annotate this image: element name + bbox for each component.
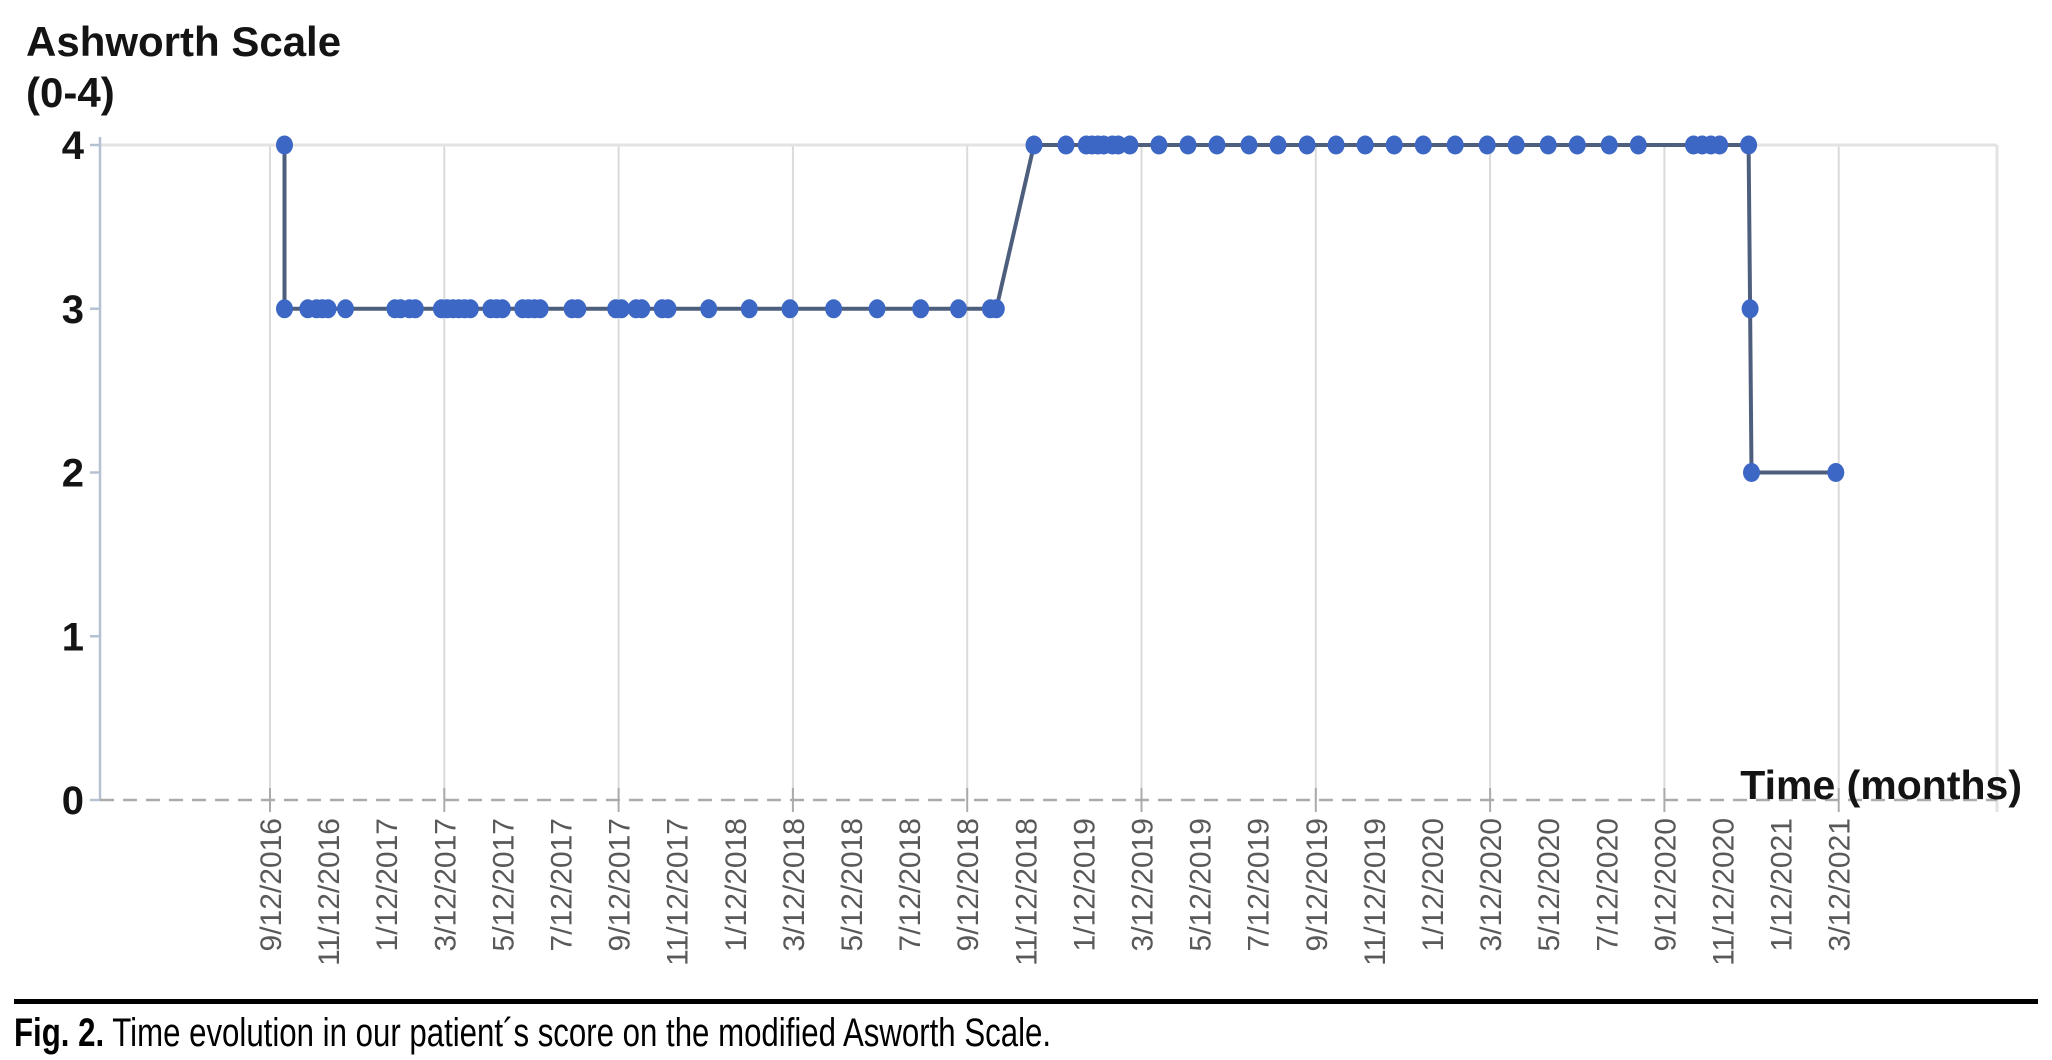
data-point (950, 299, 967, 319)
x-tick-label: 3/12/2017 (429, 818, 462, 951)
x-tick-label: 9/12/2019 (1301, 818, 1334, 951)
data-point (319, 299, 337, 319)
data-point (659, 299, 677, 319)
data-point (461, 299, 479, 319)
x-tick-label: 7/12/2019 (1243, 818, 1276, 951)
x-tick-label: 3/12/2021 (1824, 818, 1857, 951)
x-tick-label: 5/12/2018 (836, 818, 869, 951)
data-point (825, 299, 843, 319)
figure-caption-label: Fig. 2. (14, 1011, 105, 1055)
x-tick-label: 3/12/2020 (1475, 818, 1508, 951)
y-tick-label: 4 (62, 124, 85, 168)
data-point (1327, 135, 1345, 155)
data-point (1539, 135, 1557, 155)
data-point (1121, 135, 1139, 155)
data-point (1740, 135, 1758, 155)
chart-title-line2: (0-4) (26, 69, 115, 117)
chart-y-axis-title: Ashworth Scale (0-4) (26, 16, 341, 118)
data-point (987, 299, 1005, 319)
data-point (740, 299, 758, 319)
y-tick-label: 0 (62, 779, 84, 823)
data-point (569, 299, 587, 319)
data-point (1150, 135, 1168, 155)
x-tick-label: 5/12/2020 (1533, 818, 1566, 951)
data-point (276, 299, 293, 319)
x-tick-label: 5/12/2019 (1185, 818, 1218, 951)
x-tick-label: 5/12/2017 (487, 818, 520, 951)
x-tick-label: 9/12/2016 (255, 818, 288, 951)
data-point (613, 299, 630, 319)
x-tick-label: 7/12/2018 (894, 818, 927, 951)
x-tick-label: 11/12/2019 (1359, 818, 1392, 966)
data-point (1711, 135, 1729, 155)
data-point (1568, 135, 1586, 155)
data-point (1208, 135, 1226, 155)
x-tick-label: 9/12/2017 (604, 818, 637, 951)
data-point (337, 299, 354, 319)
y-tick-label: 3 (62, 288, 84, 332)
data-point (1385, 135, 1403, 155)
y-tick-label: 2 (62, 452, 84, 496)
x-tick-label: 11/12/2020 (1708, 818, 1741, 966)
x-tick-label: 1/12/2017 (371, 818, 404, 951)
data-point (493, 299, 511, 319)
data-point (1629, 135, 1647, 155)
figure-caption: Fig. 2. Time evolution in our patient´s … (14, 1011, 1051, 1056)
data-point (912, 299, 930, 319)
data-point (1478, 135, 1496, 155)
x-tick-label: 11/12/2018 (1010, 818, 1043, 966)
data-point (700, 299, 718, 319)
data-point (868, 299, 886, 319)
data-point (1025, 135, 1043, 155)
x-tick-label: 11/12/2016 (313, 818, 346, 966)
x-tick-label: 7/12/2020 (1591, 818, 1624, 951)
data-point (1298, 135, 1316, 155)
figure-caption-text: Time evolution in our patient´s score on… (104, 1011, 1052, 1055)
data-point (1600, 135, 1618, 155)
caption-divider-rule (14, 999, 2038, 1004)
data-point (1057, 135, 1075, 155)
x-tick-label: 1/12/2019 (1068, 818, 1101, 951)
x-tick-label: 3/12/2018 (778, 818, 811, 951)
x-tick-label: 7/12/2017 (546, 818, 579, 951)
data-point (1414, 135, 1432, 155)
data-point (406, 299, 424, 319)
x-tick-label: 1/12/2020 (1417, 818, 1450, 951)
data-point (531, 299, 549, 319)
data-point (781, 299, 799, 319)
data-point (1507, 135, 1525, 155)
x-tick-label: 1/12/2018 (720, 818, 753, 951)
x-tick-label: 9/12/2018 (952, 818, 985, 951)
x-tick-label: 11/12/2017 (662, 818, 695, 966)
data-point (1356, 135, 1374, 155)
data-point (1179, 135, 1197, 155)
x-tick-label: 1/12/2021 (1766, 818, 1799, 951)
x-tick-label: 3/12/2019 (1127, 818, 1160, 951)
data-point (1827, 463, 1845, 482)
x-axis-title: Time (months) (1740, 762, 2022, 808)
data-point (276, 135, 293, 155)
data-point (1240, 135, 1258, 155)
data-point (633, 299, 651, 319)
data-point (1446, 135, 1464, 155)
y-tick-label: 1 (62, 615, 84, 659)
data-point (1269, 135, 1287, 155)
data-point (1741, 299, 1759, 319)
ashworth-scale-line-chart: 4 3 2 1 0 9/12/2016 11/12/2016 1/12/2017 3/12/20… (62, 124, 1999, 966)
x-tick-label: 9/12/2020 (1649, 818, 1682, 951)
chart-title-line1: Ashworth Scale (26, 18, 342, 65)
data-point (1743, 463, 1760, 482)
